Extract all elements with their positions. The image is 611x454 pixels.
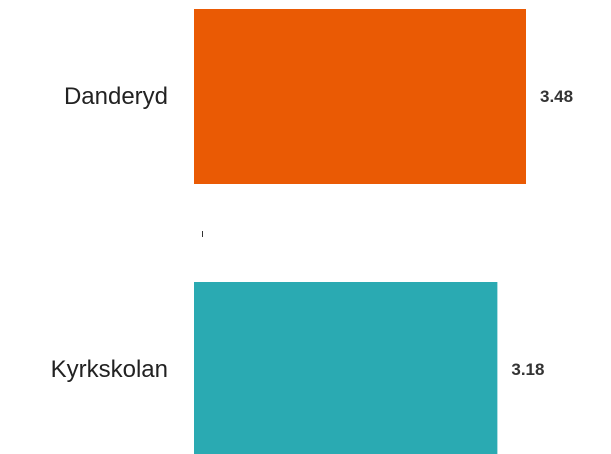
bars-layer — [194, 9, 526, 454]
value-label-kyrkskolan: 3.18 — [511, 360, 544, 379]
bar-danderyd — [194, 9, 526, 184]
labels-layer: Danderyd 3.48 Kyrkskolan 3.18 — [51, 83, 573, 383]
bar-kyrkskolan — [194, 282, 498, 454]
category-label-kyrkskolan: Kyrkskolan — [51, 356, 168, 383]
value-label-danderyd: 3.48 — [540, 87, 573, 106]
category-label-danderyd: Danderyd — [64, 83, 168, 110]
